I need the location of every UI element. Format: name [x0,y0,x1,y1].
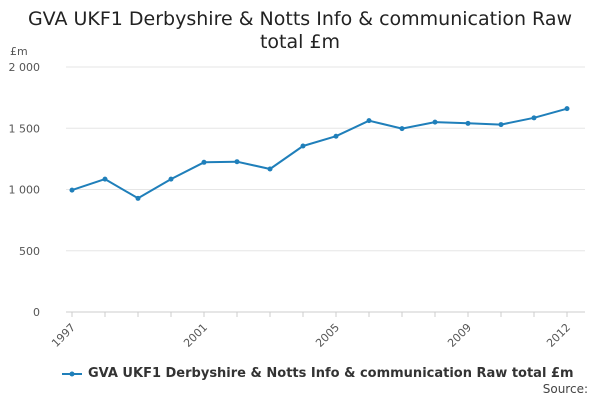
series-line [71,107,568,200]
x-tick-label: 2001 [181,321,210,350]
y-tick-label: 2 000 [9,61,41,74]
data-point [333,133,339,139]
data-point [366,118,372,124]
data-point [234,159,240,165]
data-point [300,143,306,149]
data-point [267,166,273,172]
data-point [102,176,108,182]
x-axis: 1997 2001 2005 2009 2012 [49,311,585,350]
chart-title-line-1: GVA UKF1 Derbyshire & Notts Info & commu… [27,8,573,30]
data-point [564,106,570,112]
data-point [168,176,174,182]
data-point [201,159,207,165]
legend-marker-icon [62,371,82,376]
series-group [69,106,570,201]
y-tick-label: 1 000 [9,184,41,197]
y-axis: 0 500 1 000 1 500 2 000 £m [9,45,41,319]
source-label: Source: [542,382,588,396]
data-point [69,187,75,193]
data-point [432,119,438,125]
data-point [399,126,405,132]
x-tick-label: 2009 [445,321,474,350]
y-tick-label: 1 500 [9,122,41,135]
legend-label: GVA UKF1 Derbyshire & Notts Info & commu… [88,366,574,381]
y-tick-label: 0 [33,306,40,319]
data-point [531,115,537,121]
data-point [465,120,471,126]
legend[interactable]: GVA UKF1 Derbyshire & Notts Info & commu… [62,366,574,381]
y-axis-label: £m [10,45,28,58]
chart-title: GVA UKF1 Derbyshire & Notts Info & commu… [0,8,600,54]
gridlines [66,66,585,252]
data-point [135,195,141,201]
y-tick-label: 500 [19,245,40,258]
chart-title-line-2: total £m [259,31,341,53]
x-tick-label: 2005 [313,321,342,350]
data-point [498,122,504,128]
x-tick-label: 1997 [49,321,78,350]
x-tick-label: 2012 [544,321,573,350]
